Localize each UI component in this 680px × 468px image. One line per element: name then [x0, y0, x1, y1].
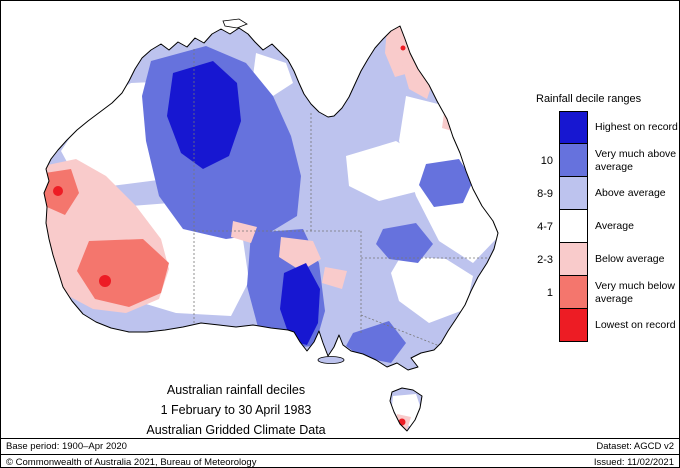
region-lowest-dot-1	[53, 186, 63, 196]
dataset-text: Dataset: AGCD v2	[596, 441, 674, 452]
state-borders	[193, 49, 495, 348]
legend-range: 1	[546, 286, 553, 299]
legend-item: 8-9 Above average	[529, 177, 679, 210]
footer-copyright-row: © Commonwealth of Australia 2021, Bureau…	[1, 454, 679, 468]
tasmania-coastline	[389, 387, 423, 432]
region-highest-north	[167, 61, 241, 169]
region-below-central-1	[279, 237, 321, 271]
legend-swatch	[559, 309, 588, 342]
base-period-text: Base period: 1900–Apr 2020	[6, 441, 127, 452]
legend-swatch	[559, 144, 588, 177]
mainland-coastline	[43, 25, 499, 371]
region-lowest-dot-cape	[400, 45, 406, 51]
legend-item: 2-3 Below average	[529, 243, 679, 276]
melville-island	[222, 18, 248, 29]
legend-swatch	[559, 210, 588, 243]
legend-label: Very much above average	[595, 148, 677, 173]
legend-swatch	[559, 243, 588, 276]
region-vmb-sw-wa	[77, 239, 169, 307]
map-title: Australian rainfall deciles	[166, 383, 306, 397]
map-period: 1 February to 30 April 1983	[160, 403, 312, 417]
legend-item: Lowest on record	[529, 309, 679, 342]
legend-range: 2-3	[537, 253, 553, 266]
legend-label: Average	[595, 220, 634, 233]
legend-label: Above average	[595, 187, 666, 200]
legend-label: Highest on record	[595, 121, 678, 134]
legend-range: 4-7	[537, 220, 553, 233]
legend: Highest on record 10 Very much above ave…	[529, 111, 679, 342]
region-below-central-2	[231, 221, 257, 243]
legend-swatch	[559, 276, 588, 309]
legend-item: 4-7 Average	[529, 210, 679, 243]
legend-item: Highest on record	[529, 111, 679, 144]
region-vma-qld-2	[376, 223, 433, 263]
copyright-text: © Commonwealth of Australia 2021, Bureau…	[6, 456, 257, 468]
legend-label: Lowest on record	[595, 319, 676, 332]
legend-title: Rainfall decile ranges	[536, 93, 642, 105]
legend-swatch	[559, 111, 588, 144]
region-average-central-qld	[346, 141, 426, 201]
legend-label: Very much below average	[595, 280, 675, 305]
legend-swatch	[559, 177, 588, 210]
region-highest-south	[280, 263, 320, 345]
region-lowest-dot-2	[99, 275, 111, 287]
map-dataset-name: Australian Gridded Climate Data	[146, 423, 326, 437]
kangaroo-island	[317, 356, 345, 364]
legend-label: Below average	[595, 253, 665, 266]
legend-range: 8-9	[537, 187, 553, 200]
footer-meta-row: Base period: 1900–Apr 2020 Dataset: AGCD…	[1, 438, 679, 454]
region-below-central-3	[322, 267, 347, 289]
issued-text: Issued: 11/02/2021	[593, 456, 674, 468]
legend-range: 10	[540, 154, 553, 167]
region-average-nsw	[391, 256, 473, 323]
legend-range	[529, 111, 559, 144]
legend-range	[529, 309, 559, 342]
map-title-block: Australian rainfall deciles 1 February t…	[101, 384, 371, 444]
region-vma-qld-1	[419, 159, 473, 207]
legend-item: 1 Very much below average	[529, 276, 679, 309]
legend-item: 10 Very much above average	[529, 144, 679, 177]
